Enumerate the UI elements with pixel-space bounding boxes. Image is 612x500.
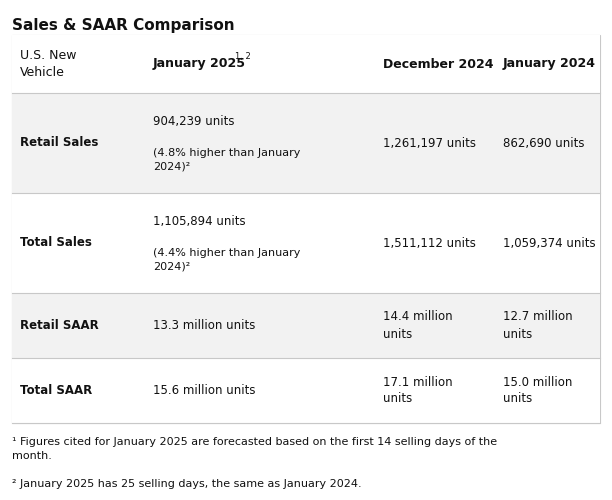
Bar xyxy=(12,358,600,423)
Text: January 2024: January 2024 xyxy=(503,58,596,70)
Bar xyxy=(12,35,600,423)
Text: 1,059,374 units: 1,059,374 units xyxy=(503,236,595,250)
Text: Total SAAR: Total SAAR xyxy=(20,384,92,397)
Text: 15.6 million units: 15.6 million units xyxy=(153,384,255,397)
Text: 1, 2: 1, 2 xyxy=(235,52,251,60)
Text: 862,690 units: 862,690 units xyxy=(503,136,584,149)
Text: January 2025: January 2025 xyxy=(153,58,246,70)
Text: (4.4% higher than January
2024)²: (4.4% higher than January 2024)² xyxy=(153,248,300,272)
Text: ² January 2025 has 25 selling days, the same as January 2024.: ² January 2025 has 25 selling days, the … xyxy=(12,479,362,489)
Bar xyxy=(12,193,600,293)
Text: 12.7 million
units: 12.7 million units xyxy=(503,310,573,340)
Text: 1,261,197 units: 1,261,197 units xyxy=(383,136,476,149)
Text: U.S. New
Vehicle: U.S. New Vehicle xyxy=(20,49,76,79)
Text: 13.3 million units: 13.3 million units xyxy=(153,319,255,332)
Bar xyxy=(12,35,600,93)
Text: 15.0 million
units: 15.0 million units xyxy=(503,376,572,406)
Text: 904,239 units: 904,239 units xyxy=(153,114,234,128)
Text: Retail Sales: Retail Sales xyxy=(20,136,99,149)
Text: ¹ Figures cited for January 2025 are forecasted based on the first 14 selling da: ¹ Figures cited for January 2025 are for… xyxy=(12,437,497,461)
Bar xyxy=(12,293,600,358)
Text: Total Sales: Total Sales xyxy=(20,236,92,250)
Text: (4.8% higher than January
2024)²: (4.8% higher than January 2024)² xyxy=(153,148,300,172)
Text: 1,511,112 units: 1,511,112 units xyxy=(383,236,476,250)
Text: Sales & SAAR Comparison: Sales & SAAR Comparison xyxy=(12,18,234,33)
Text: Retail SAAR: Retail SAAR xyxy=(20,319,99,332)
Text: 14.4 million
units: 14.4 million units xyxy=(383,310,453,340)
Text: 1,105,894 units: 1,105,894 units xyxy=(153,214,245,228)
Text: December 2024: December 2024 xyxy=(383,58,493,70)
Bar xyxy=(12,93,600,193)
Text: 17.1 million
units: 17.1 million units xyxy=(383,376,453,406)
